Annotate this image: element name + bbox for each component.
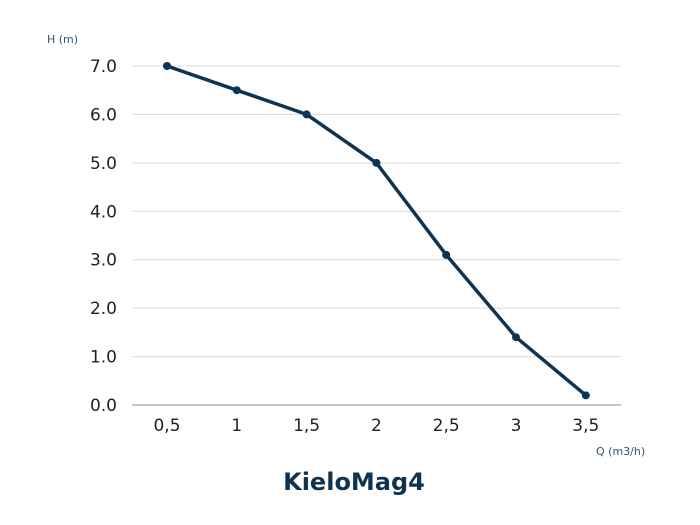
x-axis-ticks: 0,5 1 1,5 2 2,5 3 3,5 <box>153 416 599 436</box>
x-axis-label: Q (m3/h) <box>596 445 645 458</box>
y-tick-label: 0.0 <box>90 396 117 416</box>
x-tick-label: 0,5 <box>153 416 180 436</box>
data-point <box>581 391 590 400</box>
data-markers <box>163 62 590 400</box>
x-tick-label: 1 <box>231 416 242 436</box>
chart-title: KieloMag4 <box>283 468 425 496</box>
x-tick-label: 2 <box>371 416 382 436</box>
y-tick-label: 6.0 <box>90 105 117 125</box>
y-tick-label: 5.0 <box>90 154 117 174</box>
y-tick-label: 3.0 <box>90 251 117 271</box>
y-tick-label: 1.0 <box>90 348 117 368</box>
data-point <box>512 333 520 342</box>
data-point <box>372 158 381 167</box>
y-tick-label: 7.0 <box>90 57 117 77</box>
y-axis-label: H (m) <box>47 33 78 46</box>
data-point <box>302 110 311 119</box>
y-tick-label: 4.0 <box>90 202 117 222</box>
x-tick-label: 1,5 <box>293 416 320 436</box>
x-tick-label: 3,5 <box>572 416 599 436</box>
data-point <box>163 62 171 70</box>
data-point <box>442 250 451 259</box>
x-tick-label: 2,5 <box>433 416 460 436</box>
data-line <box>165 64 588 398</box>
y-axis-ticks: 0.0 1.0 2.0 3.0 4.0 5.0 6.0 7.0 <box>90 57 117 416</box>
y-tick-label: 2.0 <box>90 299 117 319</box>
gridlines <box>132 65 621 358</box>
data-point <box>232 86 241 95</box>
x-tick-label: 3 <box>511 416 522 436</box>
